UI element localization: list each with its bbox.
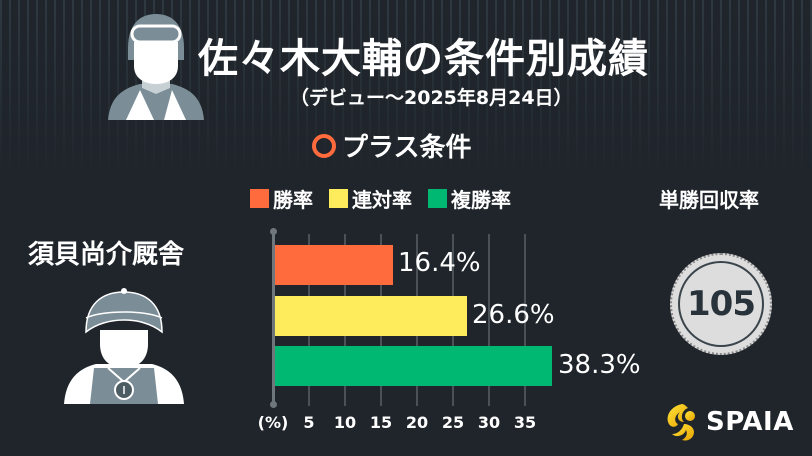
legend-swatch: [250, 189, 269, 208]
chart-legend: 勝率 連対率 複勝率: [250, 184, 511, 213]
tick-label: 5: [303, 413, 315, 432]
legend-swatch: [428, 189, 447, 208]
spaia-logo: SPAIA: [664, 402, 794, 442]
roi-badge: 105: [670, 253, 772, 355]
tick-label: 35: [513, 413, 537, 432]
bar-top2-rate: [275, 296, 467, 336]
axis-dot: [270, 401, 277, 408]
legend-label: 勝率: [273, 188, 313, 212]
tick-label: 15: [369, 413, 393, 432]
bar-chart: 16.4% 26.6% 38.3%: [270, 228, 641, 410]
legend-item-top2-rate: 連対率: [329, 184, 412, 213]
page-title: 佐々木大輔の条件別成績: [198, 36, 649, 82]
roi-badge-inner: 105: [678, 261, 764, 347]
roi-value: 105: [687, 284, 756, 324]
bar-value-label: 26.6%: [472, 300, 555, 330]
bar-top3-rate: [275, 346, 552, 386]
tick-label: 30: [477, 413, 501, 432]
bar-win-rate: [275, 245, 393, 285]
tick-label: 25: [441, 413, 465, 432]
gridline: [488, 234, 490, 406]
jockey-icon: [108, 14, 204, 120]
section-label-text: プラス条件: [342, 133, 472, 163]
tick-label: 20: [405, 413, 429, 432]
roi-label: 単勝回収率: [659, 188, 759, 212]
legend-item-win-rate: 勝率: [250, 184, 313, 213]
x-axis-ticks: (%) 5 10 15 20 25 30 35: [255, 413, 575, 437]
legend-swatch: [329, 189, 348, 208]
condition-label: 須貝尚介厩舎: [28, 240, 185, 270]
trainer-icon: [64, 288, 184, 404]
y-axis: [272, 230, 275, 406]
axis-unit-label: (%): [257, 413, 289, 432]
spaia-logo-icon: [667, 404, 695, 441]
bar-value-label: 16.4%: [398, 248, 481, 278]
gridline: [524, 234, 526, 406]
legend-label: 連対率: [352, 188, 412, 212]
section-label: プラス条件: [312, 127, 471, 164]
tick-label: 10: [333, 413, 357, 432]
circle-marker-icon: [312, 133, 336, 158]
legend-label: 複勝率: [451, 188, 511, 212]
axis-dot: [270, 228, 277, 235]
legend-item-top3-rate: 複勝率: [428, 184, 511, 213]
logo-text: SPAIA: [706, 407, 794, 437]
bar-value-label: 38.3%: [558, 350, 641, 380]
page-subtitle: （デビュー〜2025年8月24日）: [290, 87, 573, 109]
